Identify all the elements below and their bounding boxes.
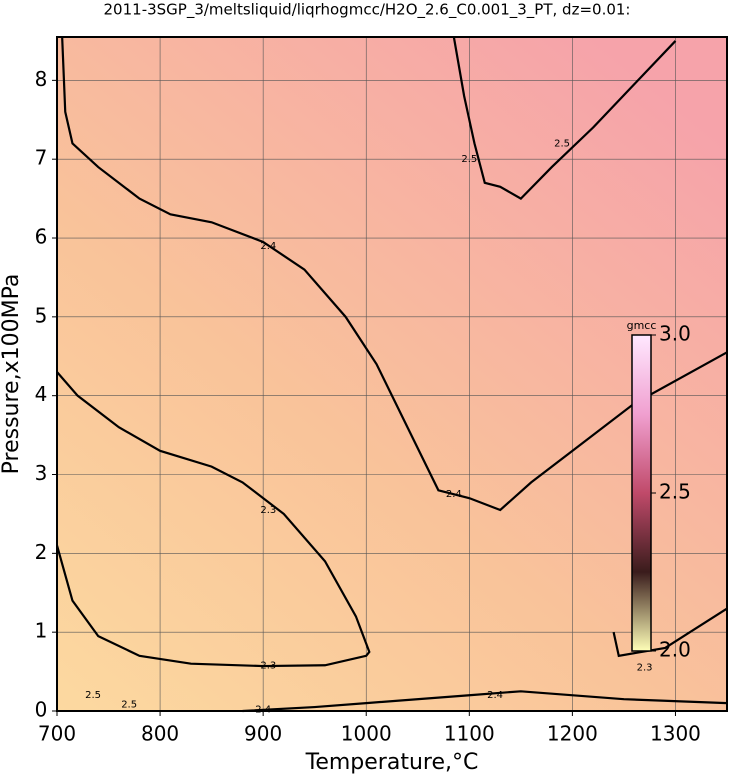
x-tick-label: 1300 <box>650 722 701 746</box>
y-tick-label: 4 <box>35 382 48 406</box>
x-tick-label: 1000 <box>341 722 392 746</box>
x-axis-label: Temperature,°C <box>305 750 479 775</box>
x-tick-label: 1200 <box>547 722 598 746</box>
contour-line <box>452 36 677 200</box>
y-tick-label: 2 <box>35 540 48 564</box>
y-tick-label: 1 <box>35 619 48 643</box>
x-tick-label: 900 <box>244 722 282 746</box>
colorbar-label: gmcc <box>627 319 657 332</box>
y-tick-label: 0 <box>35 698 48 722</box>
y-tick-label: 3 <box>35 461 48 485</box>
plot-background <box>57 37 727 711</box>
contour-line <box>55 371 371 668</box>
contour-label: 2.4 <box>487 690 503 701</box>
y-tick-label: 6 <box>35 225 48 249</box>
contour-line <box>242 690 728 713</box>
x-tick-label: 700 <box>38 722 76 746</box>
y-axis-label: Pressure,x100MPa <box>0 274 24 475</box>
contour-label: 2.4 <box>260 241 276 252</box>
contour-label: 2.4 <box>255 704 271 715</box>
plot-frame <box>56 36 728 712</box>
contour-label: 2.5 <box>461 154 477 165</box>
x-tick-label: 800 <box>141 722 179 746</box>
y-tick-label: 5 <box>35 303 48 327</box>
contour-label: 2.4 <box>446 489 462 500</box>
contour-line <box>61 36 728 512</box>
y-tick-label: 8 <box>35 67 48 91</box>
contour-label: 2.5 <box>121 700 137 711</box>
contour-label: 2.3 <box>260 505 276 516</box>
x-tick-label: 1100 <box>444 722 495 746</box>
contour-label: 2.5 <box>85 690 101 701</box>
colorbar <box>631 334 652 652</box>
contour-label: 2.5 <box>554 138 570 149</box>
y-tick-label: 7 <box>35 146 48 170</box>
colorbar-tick-label: 2.0 <box>659 638 691 662</box>
colorbar-tick-label: 3.0 <box>659 322 691 346</box>
chart-title: 2011-3SGP_3/meltsliquid/liqrhogmcc/H2O_2… <box>104 1 631 20</box>
contour-label: 2.3 <box>260 660 276 671</box>
colorbar-tick-label: 2.5 <box>659 480 691 504</box>
contour-line <box>612 607 728 658</box>
contour-label: 2.3 <box>637 663 653 674</box>
